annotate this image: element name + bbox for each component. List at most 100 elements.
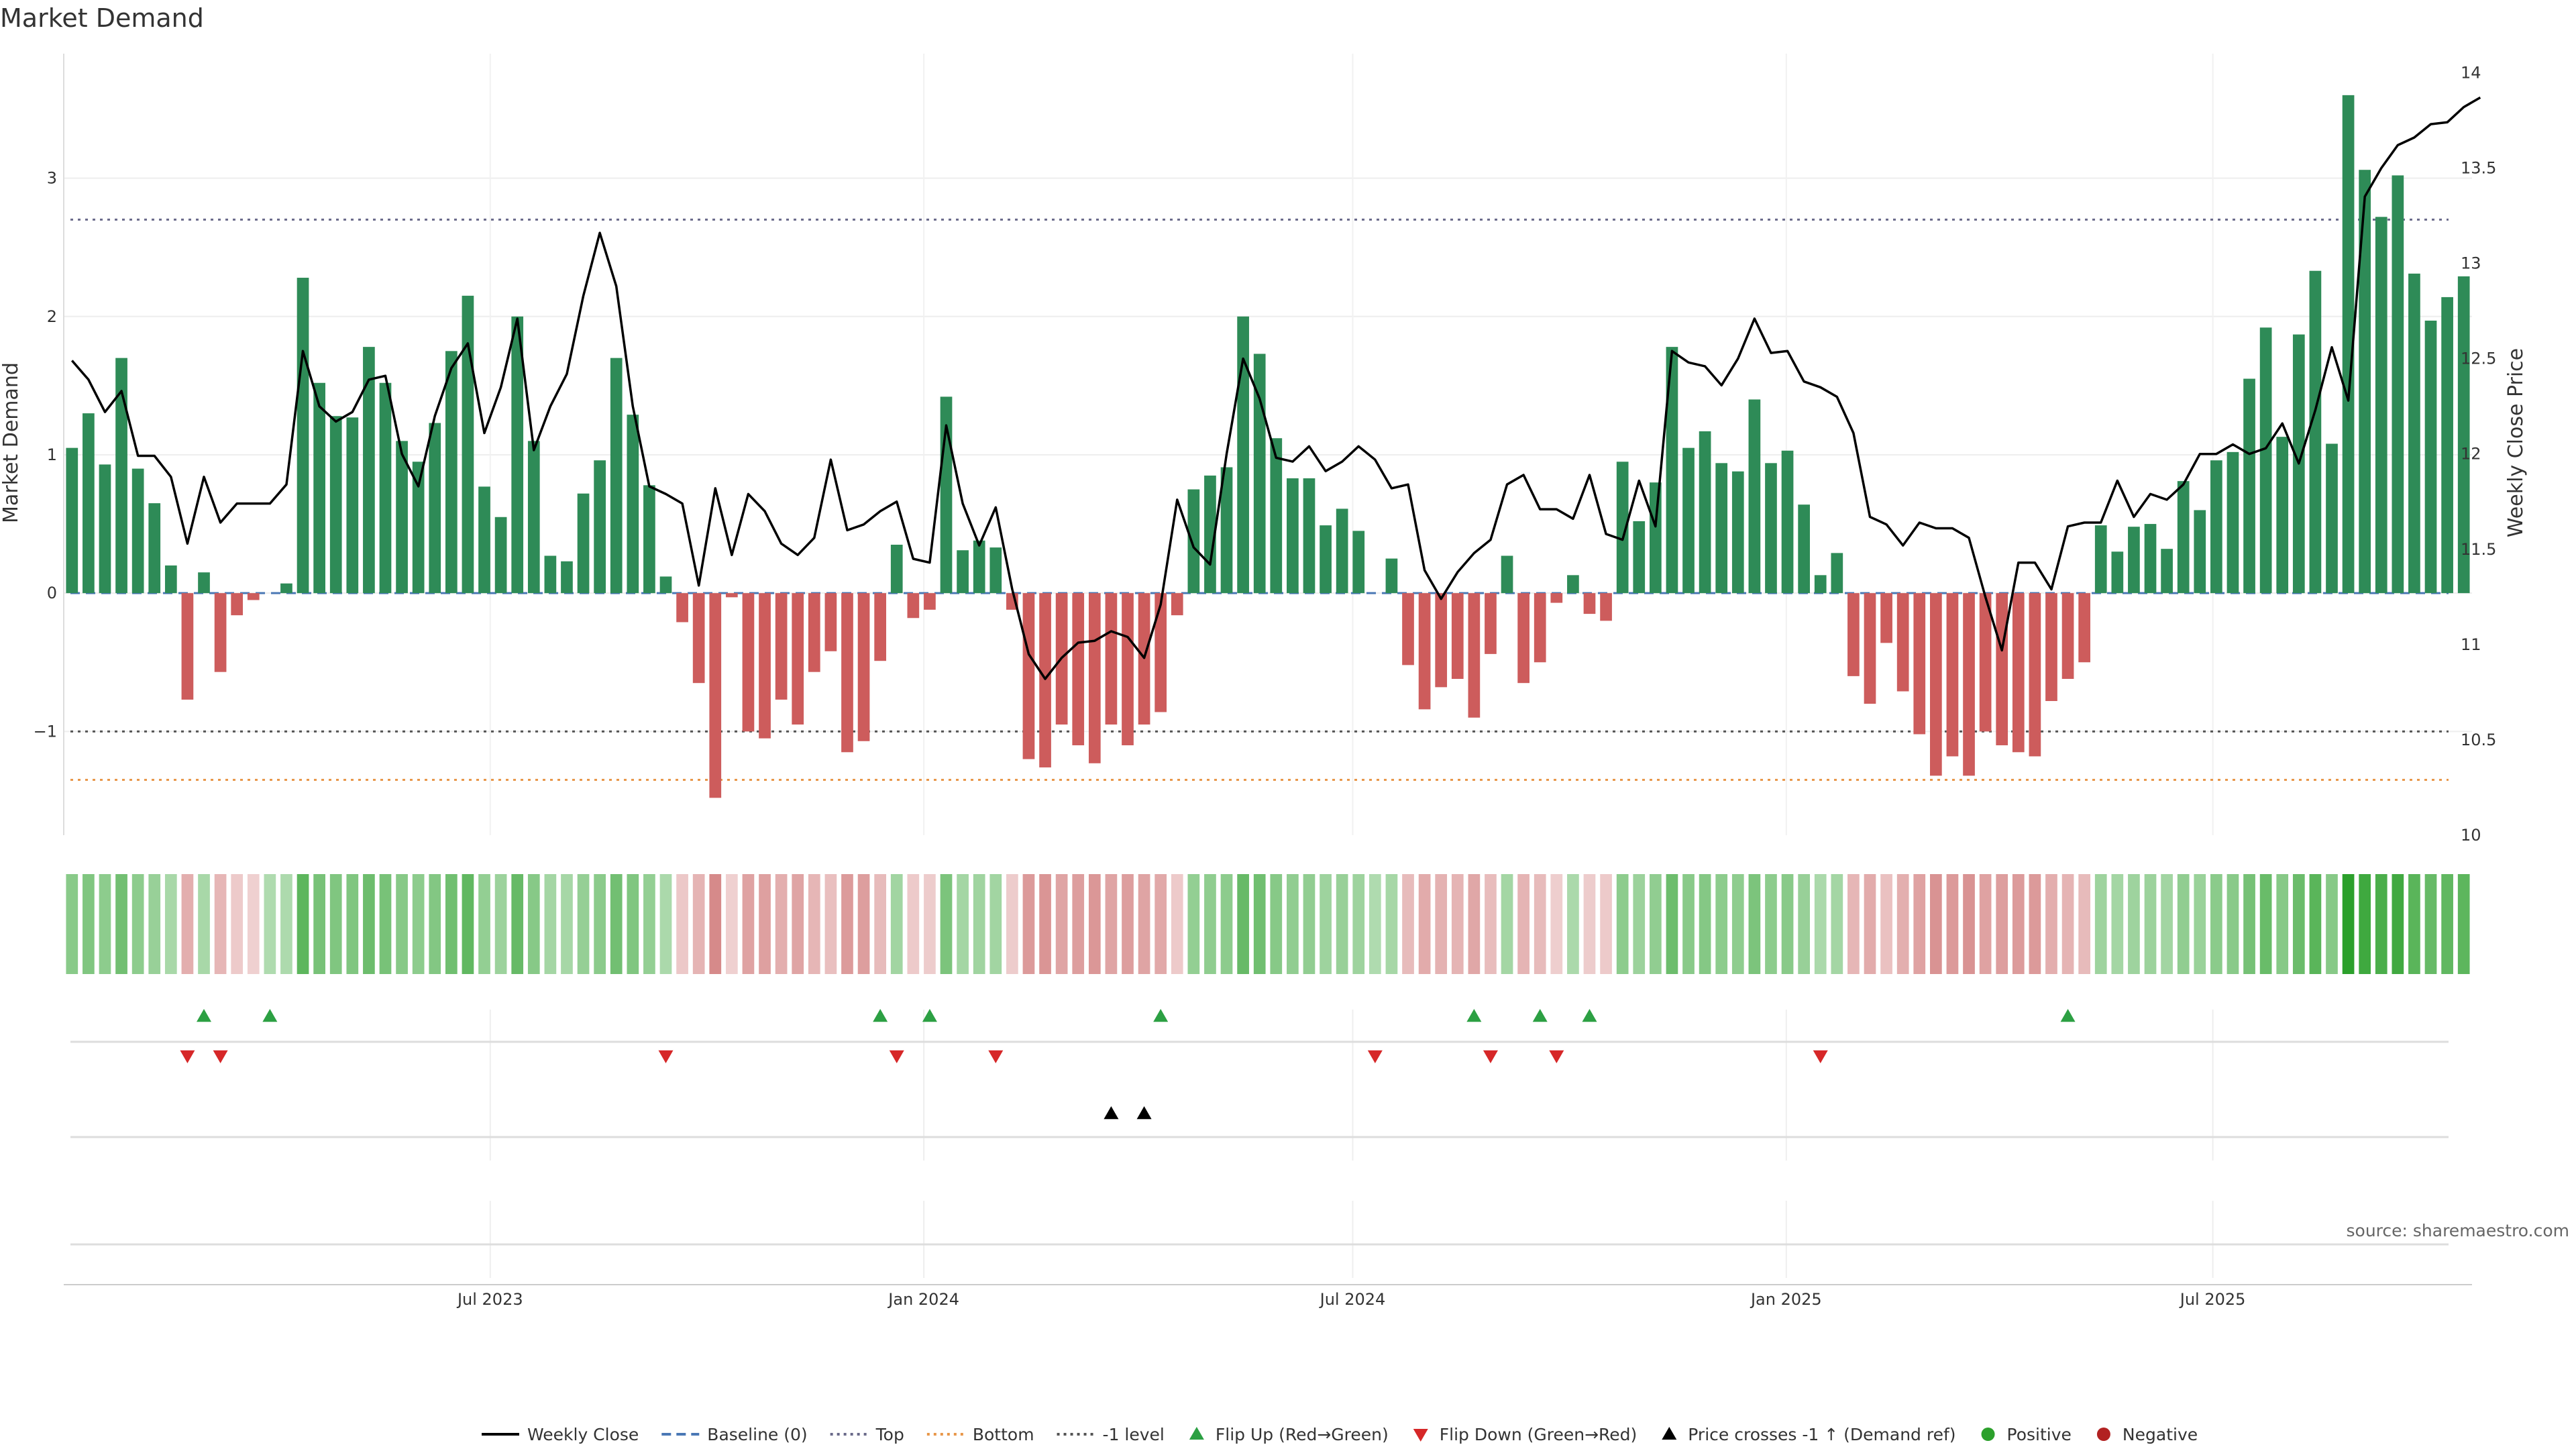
demand-bar [1731, 471, 1744, 594]
heat-cell [1765, 874, 1777, 974]
heat-cell [494, 874, 507, 974]
heat-cell [726, 874, 738, 974]
heat-cell [759, 874, 771, 974]
y-tick-label: 1 [47, 445, 57, 464]
demand-bar [2078, 593, 2091, 663]
legend-label: Bottom [973, 1425, 1034, 1444]
demand-bar [164, 565, 177, 594]
heat-cell [2375, 874, 2387, 974]
y2-tick-label: 10 [2461, 826, 2481, 845]
y-tick-label: −1 [34, 722, 57, 741]
flip-up-marker [922, 1009, 937, 1022]
heat-cell [2276, 874, 2289, 974]
heat-cell [792, 874, 804, 974]
demand-bar [808, 593, 820, 672]
heat-cell [1517, 874, 1529, 974]
heat-cell [214, 874, 227, 974]
heat-cell [2292, 874, 2305, 974]
heat-cell [1896, 874, 1909, 974]
legend-swatch [1413, 1429, 1428, 1442]
heat-cell [83, 874, 95, 974]
demand-bar [66, 447, 78, 594]
demand-bar [1072, 593, 1085, 745]
y-tick-label: 2 [47, 307, 57, 326]
heat-cell [2408, 874, 2420, 974]
demand-bar [198, 572, 210, 594]
heat-cell [1567, 874, 1579, 974]
heat-cell [692, 874, 705, 974]
heat-cell [627, 874, 639, 974]
demand-bar [2012, 593, 2025, 753]
heat-cell [1122, 874, 1134, 974]
heat-cell [2342, 874, 2355, 974]
heat-cell [1864, 874, 1876, 974]
demand-bar [2457, 276, 2470, 594]
heat-cell [1253, 874, 1266, 974]
heat-cell [775, 874, 788, 974]
flip-up-marker [197, 1009, 212, 1022]
legend-label: Flip Up (Red→Green) [1216, 1425, 1389, 1444]
demand-bar [1204, 475, 1216, 594]
heat-cell [198, 874, 210, 974]
demand-bar [1122, 593, 1134, 745]
demand-bar [2342, 95, 2355, 594]
demand-bar [1336, 508, 1348, 594]
y-axis-ticks: −1 0 1 2 3 [34, 169, 57, 741]
demand-bar [2161, 549, 2173, 594]
heat-cell [511, 874, 524, 974]
heat-cell [2326, 874, 2338, 974]
heat-cell [2259, 874, 2272, 974]
demand-bar [742, 593, 755, 732]
demand-bar [181, 593, 194, 700]
heat-cell [1402, 874, 1414, 974]
heat-cell [841, 874, 853, 974]
source-label: source: sharemaestro.com [2347, 1221, 2570, 1240]
heat-cell [2243, 874, 2255, 974]
heat-cell [2177, 874, 2190, 974]
heat-cell [1006, 874, 1018, 974]
heat-cell [1847, 874, 1860, 974]
heat-cell [429, 874, 441, 974]
heat-cell [2441, 874, 2453, 974]
demand-bar [1913, 593, 1926, 735]
heat-cell [297, 874, 309, 974]
demand-bar [1633, 521, 1646, 594]
demand-bar [610, 358, 623, 594]
heat-cell [1699, 874, 1711, 974]
legend-label: Baseline (0) [707, 1425, 807, 1444]
heat-cell [1072, 874, 1085, 974]
heat-cell [1930, 874, 1942, 974]
flip-down-marker [658, 1050, 674, 1063]
demand-bar [1880, 593, 1892, 643]
demand-bar [726, 593, 738, 598]
heat-cell [1501, 874, 1513, 974]
demand-bar [1896, 593, 1909, 692]
demand-bar [511, 316, 524, 594]
flip-down-marker [889, 1050, 904, 1063]
heat-cell [924, 874, 936, 974]
demand-bar [379, 382, 392, 594]
heat-cell [1583, 874, 1596, 974]
legend-label: Weekly Close [527, 1425, 639, 1444]
demand-bar [1022, 593, 1035, 759]
demand-bar [907, 593, 920, 619]
demand-bar [1567, 575, 1579, 594]
heat-cell [1798, 874, 1810, 974]
demand-bar [1039, 593, 1051, 767]
heat-cell [709, 874, 722, 974]
demand-bar [131, 468, 144, 594]
demand-bar [2441, 297, 2453, 594]
demand-bar [1385, 558, 1398, 594]
legend-label: Flip Down (Green→Red) [1440, 1425, 1638, 1444]
heat-cell [1022, 874, 1035, 974]
weekly-close-line [70, 96, 2481, 680]
demand-bar [1798, 504, 1810, 594]
demand-bar [2408, 273, 2420, 594]
heat-cell [1336, 874, 1348, 974]
demand-bar [231, 593, 244, 616]
demand-bar [1781, 450, 1794, 594]
legend-label: Positive [2007, 1425, 2072, 1444]
heat-cell [1155, 874, 1167, 974]
heat-cell [1237, 874, 1249, 974]
demand-bar [1303, 478, 1316, 594]
